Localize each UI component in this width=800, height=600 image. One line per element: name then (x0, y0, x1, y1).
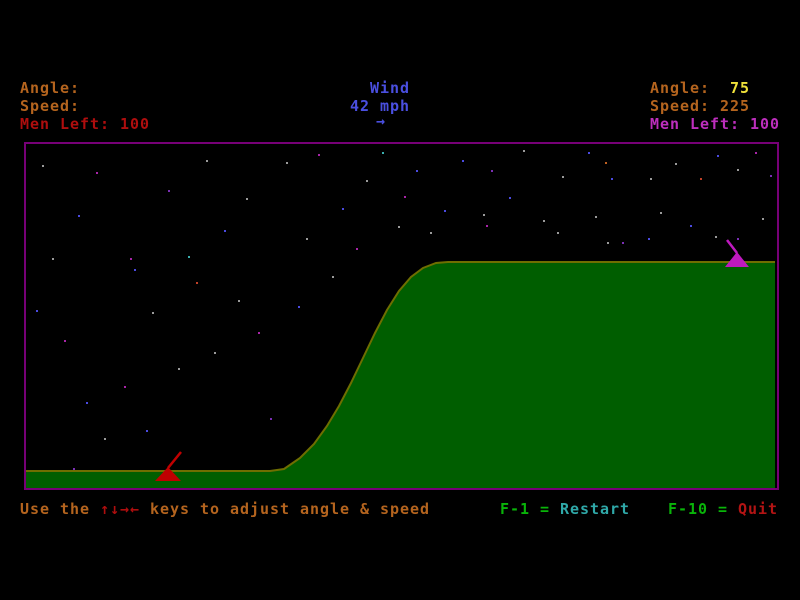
player-1-tank-barrel (167, 451, 182, 469)
restart-label: Restart (560, 500, 631, 518)
star (416, 170, 418, 172)
star (246, 198, 248, 200)
quit-hint: F-10 = Quit (668, 502, 778, 517)
star (491, 170, 493, 172)
star (73, 468, 75, 470)
wind-direction-icon: → (376, 112, 387, 130)
star (717, 155, 719, 157)
star (78, 215, 80, 217)
star (523, 150, 525, 152)
star (588, 152, 590, 154)
wind-label: Wind (370, 79, 411, 97)
right-speed-value: 225 (710, 97, 751, 115)
playfield-canvas[interactable] (26, 144, 775, 488)
star (562, 176, 564, 178)
star (382, 152, 384, 154)
star (152, 312, 154, 314)
star (258, 332, 260, 334)
star (404, 196, 406, 198)
player-2-tank (725, 252, 749, 267)
star (64, 340, 66, 342)
restart-key: F-1 = (500, 500, 561, 518)
star (543, 220, 545, 222)
star (124, 386, 126, 388)
star (611, 178, 613, 180)
star (444, 210, 446, 212)
star (196, 282, 198, 284)
star (286, 162, 288, 164)
star (36, 310, 38, 312)
star (214, 352, 216, 354)
star (557, 232, 559, 234)
left-men-left: Men Left: 100 (20, 115, 151, 133)
star (168, 190, 170, 192)
star (509, 197, 511, 199)
star (318, 154, 320, 156)
star (737, 169, 739, 171)
restart-hint: F-1 = Restart (500, 502, 630, 517)
star (595, 216, 597, 218)
star (42, 165, 44, 167)
star (605, 162, 607, 164)
help-suffix: keys to adjust angle & speed (140, 500, 431, 518)
right-speed-row: Speed: 225 (650, 99, 750, 114)
star (700, 178, 702, 180)
star (224, 230, 226, 232)
star (737, 238, 739, 240)
terrain (26, 262, 775, 488)
star (486, 225, 488, 227)
player-1-tank (155, 467, 181, 481)
star (146, 430, 148, 432)
star (690, 225, 692, 227)
right-angle-value: 75 (710, 79, 751, 97)
star (96, 172, 98, 174)
star (306, 238, 308, 240)
left-speed-label: Speed: (20, 97, 81, 115)
star (178, 368, 180, 370)
star (130, 258, 132, 260)
star (270, 418, 272, 420)
star (52, 258, 54, 260)
right-men-left: Men Left: 100 (650, 115, 781, 133)
left-angle-label: Angle: (20, 79, 81, 97)
star (607, 242, 609, 244)
quit-key: F-10 = (668, 500, 739, 518)
player-2-tank-barrel (726, 239, 738, 254)
star (675, 163, 677, 165)
help-text: Use the ↑↓→← keys to adjust angle & spee… (20, 502, 430, 517)
star (188, 256, 190, 258)
star (762, 218, 764, 220)
star (715, 236, 717, 238)
right-angle-label: Angle: (650, 79, 711, 97)
right-angle-row: Angle: 75 (650, 81, 750, 96)
star (342, 208, 344, 210)
star (483, 214, 485, 216)
arrow-keys-icon: ↑↓→← (100, 500, 141, 518)
star (648, 238, 650, 240)
star (206, 160, 208, 162)
star (660, 212, 662, 214)
wind-value: 42 mph (350, 97, 411, 115)
star (104, 438, 106, 440)
star (86, 402, 88, 404)
star (622, 242, 624, 244)
star (755, 152, 757, 154)
star (430, 232, 432, 234)
star (770, 175, 772, 177)
help-prefix: Use the (20, 500, 101, 518)
quit-label: Quit (738, 500, 779, 518)
star (462, 160, 464, 162)
star (366, 180, 368, 182)
star (238, 300, 240, 302)
star (356, 248, 358, 250)
star (332, 276, 334, 278)
star (650, 178, 652, 180)
star (134, 269, 136, 271)
star (398, 226, 400, 228)
right-speed-label: Speed: (650, 97, 711, 115)
terrain-surface-line (26, 261, 775, 472)
star (298, 306, 300, 308)
